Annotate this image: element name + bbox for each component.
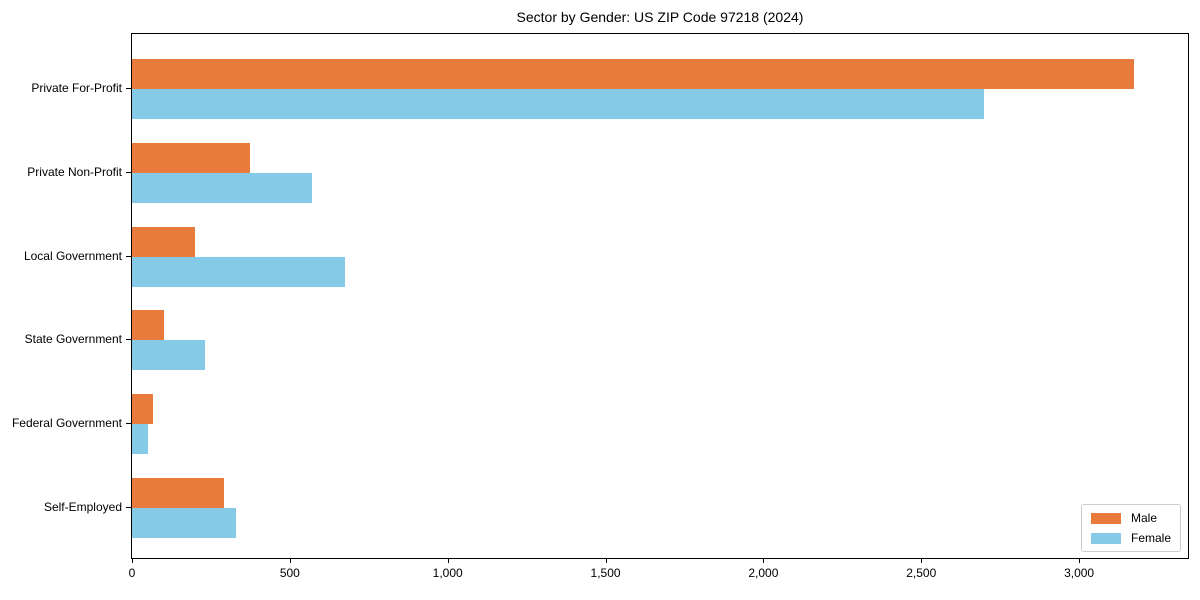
legend: Male Female	[1080, 504, 1181, 552]
xtick-label-3000: 3,000	[1064, 566, 1095, 580]
xtick-mark-2500	[921, 559, 923, 563]
legend-entry-female: Female	[1090, 531, 1171, 545]
bar-local-government-female	[132, 256, 345, 287]
bar-state-government-male	[132, 310, 164, 341]
xtick-mark-500	[289, 559, 291, 563]
bar-private-for-profit-male	[132, 59, 1134, 89]
legend-label-male: Male	[1130, 511, 1157, 525]
ytick-mark-federal-government	[126, 423, 131, 425]
plot-area: Male Female	[131, 33, 1189, 559]
xtick-label-1000: 1,000	[432, 566, 463, 580]
chart-title: Sector by Gender: US ZIP Code 97218 (202…	[516, 9, 804, 25]
legend-label-female: Female	[1130, 531, 1171, 545]
bar-self-employed-male	[132, 478, 224, 508]
xtick-label-2000: 2,000	[748, 566, 779, 580]
ytick-label-state-government: State Government	[24, 332, 122, 347]
xtick-mark-2000	[763, 559, 765, 563]
legend-swatch-male	[1090, 512, 1121, 524]
bar-private-non-profit-male	[132, 142, 250, 173]
ytick-label-local-government: Local Government	[23, 248, 122, 263]
ytick-mark-state-government	[126, 339, 131, 341]
xtick-mark-1500	[605, 559, 607, 563]
ytick-mark-local-government	[126, 255, 131, 257]
ytick-label-private-for-profit: Private For-Profit	[31, 81, 122, 95]
xtick-label-1500: 1,500	[590, 566, 621, 580]
ytick-mark-private-non-profit	[126, 171, 131, 173]
bar-private-non-profit-female	[132, 172, 312, 203]
xtick-label-0: 0	[128, 566, 136, 580]
bar-local-government-male	[132, 226, 195, 257]
bar-state-government-female	[132, 340, 205, 371]
ytick-mark-self-employed	[126, 507, 131, 508]
ytick-label-self-employed: Self-Employed	[43, 500, 122, 514]
xtick-label-500: 500	[279, 566, 300, 580]
bar-private-for-profit-female	[132, 89, 984, 119]
legend-swatch-female	[1090, 532, 1121, 544]
xtick-mark-0	[132, 559, 133, 563]
bar-federal-government-female	[132, 424, 148, 455]
legend-entry-male: Male	[1090, 511, 1171, 525]
ytick-mark-private-for-profit	[126, 88, 131, 89]
xtick-mark-3000	[1079, 559, 1081, 563]
xtick-mark-1000	[447, 559, 449, 563]
ytick-label-federal-government: Federal Government	[11, 416, 122, 431]
ytick-label-private-non-profit: Private Non-Profit	[27, 164, 122, 179]
bar-self-employed-female	[132, 508, 236, 538]
bar-federal-government-male	[132, 394, 153, 425]
xtick-label-2500: 2,500	[906, 566, 937, 580]
